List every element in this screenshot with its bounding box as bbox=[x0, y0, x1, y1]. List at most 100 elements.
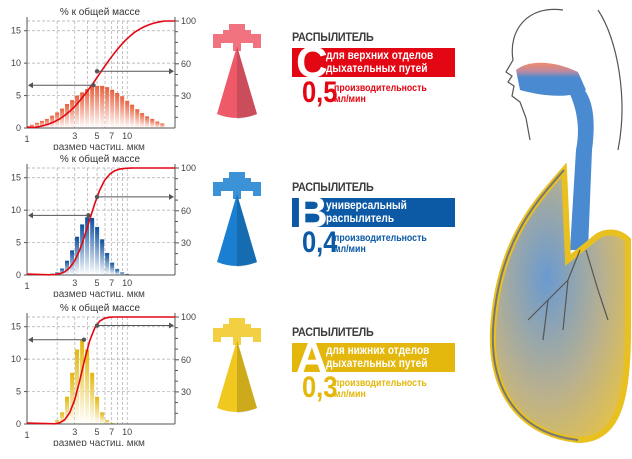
marker-point bbox=[94, 194, 100, 200]
nebulizer-info-c: РАСПЫЛИТЕЛЬ C для верхних отделов дыхател… bbox=[292, 30, 462, 110]
x-tick-label: 1 bbox=[24, 281, 29, 291]
description-line: дыхательных путей bbox=[326, 358, 428, 370]
x-axis-title: размер частиц, мкм bbox=[53, 142, 145, 150]
description-line: для верхних отделов bbox=[326, 50, 434, 62]
y2-tick-label: 30 bbox=[181, 387, 191, 397]
x-tick-label: 5 bbox=[95, 278, 100, 288]
bar bbox=[70, 100, 75, 128]
cumulative-curve bbox=[26, 316, 175, 425]
y-tick-label: 15 bbox=[11, 173, 21, 183]
nozzle-shade bbox=[237, 340, 257, 413]
y-tick-label: 0 bbox=[16, 123, 21, 133]
rate-value: 0,5 bbox=[302, 76, 338, 109]
y-tick-label: 0 bbox=[16, 419, 21, 429]
bar bbox=[95, 227, 100, 275]
bar bbox=[29, 124, 34, 128]
description-line: универсальный bbox=[326, 200, 407, 212]
nebulizer-info-b: РАСПЫЛИТЕЛЬ B универсальный распылитель 0… bbox=[292, 180, 462, 260]
bar bbox=[115, 92, 120, 128]
bar bbox=[95, 85, 100, 128]
bar bbox=[60, 268, 65, 275]
y2-tick-label: 60 bbox=[181, 206, 191, 216]
y-axis-title: % к общей массе bbox=[60, 302, 141, 314]
description-box: C для верхних отделов дыхательных путей bbox=[292, 41, 455, 85]
description-box: A для нижних отделов дыхательных путей bbox=[292, 336, 455, 380]
arrowhead bbox=[169, 322, 174, 329]
respiratory-tract-icon bbox=[489, 8, 631, 444]
bar bbox=[155, 121, 160, 128]
bar bbox=[85, 349, 90, 424]
x-tick-label: 10 bbox=[122, 278, 132, 288]
bar bbox=[150, 118, 155, 128]
y-axis-title: % к общей массе bbox=[60, 153, 141, 165]
nebulizer-heading: РАСПЫЛИТЕЛЬ bbox=[292, 325, 374, 339]
bar bbox=[85, 89, 90, 128]
bar bbox=[125, 100, 130, 128]
y-tick-label: 10 bbox=[11, 354, 21, 364]
x-tick-label: 10 bbox=[122, 427, 132, 437]
y2-tick-label: 100 bbox=[181, 16, 196, 26]
bar bbox=[140, 113, 145, 128]
rate-label-line: мл/мин bbox=[334, 389, 366, 400]
bar bbox=[95, 396, 100, 424]
description-line: распылитель bbox=[326, 213, 395, 225]
description-box: B универсальный распылитель bbox=[292, 191, 455, 235]
nozzle-shade bbox=[237, 194, 257, 267]
y-tick-label: 5 bbox=[16, 238, 21, 248]
rate-label-line: производительность bbox=[334, 233, 427, 244]
bar bbox=[100, 85, 105, 128]
x-tick-label: 1 bbox=[24, 134, 29, 144]
rate-value: 0,3 bbox=[302, 371, 338, 404]
nozzle-blue-icon bbox=[205, 172, 270, 272]
bar bbox=[120, 96, 125, 128]
nozzle-red-icon bbox=[205, 24, 270, 124]
bar bbox=[105, 252, 110, 275]
x-axis-title: размер частиц, мкм bbox=[53, 438, 145, 446]
bar bbox=[80, 339, 85, 424]
nozzle-cone bbox=[217, 46, 257, 118]
bar bbox=[90, 372, 95, 424]
bar bbox=[75, 349, 80, 424]
rate: 0,4 производительность мл/мин bbox=[292, 228, 462, 260]
bar bbox=[35, 122, 40, 128]
rate-label: производительность мл/мин bbox=[334, 378, 427, 400]
x-axis-title: размер частиц, мкм bbox=[53, 289, 145, 297]
y2-tick-label: 100 bbox=[181, 163, 196, 173]
bar bbox=[110, 89, 115, 128]
arrowhead bbox=[169, 193, 174, 200]
rate-label-line: мл/мин bbox=[334, 94, 366, 105]
rate-label: производительность мл/мин bbox=[334, 233, 427, 255]
nebulizer-heading: РАСПЫЛИТЕЛЬ bbox=[292, 30, 374, 44]
x-tick-label: 7 bbox=[109, 131, 114, 141]
description-line: дыхательных путей bbox=[326, 63, 428, 75]
nozzle-cap bbox=[213, 318, 261, 345]
bar bbox=[160, 123, 165, 128]
nebulizer-letter: C bbox=[296, 38, 328, 87]
y-tick-label: 0 bbox=[16, 270, 21, 280]
bar bbox=[60, 108, 65, 128]
y-tick-label: 5 bbox=[16, 387, 21, 397]
nozzle-shade bbox=[237, 46, 257, 119]
chart-upper: % к общей массе 0 5 10 15 30 60 100 1 3 5 7 10 размер… bbox=[0, 0, 200, 150]
nebulizer-letter: B bbox=[296, 188, 328, 237]
y-tick-label: 10 bbox=[11, 205, 21, 215]
y-tick-label: 5 bbox=[16, 91, 21, 101]
bar bbox=[44, 118, 49, 128]
bar bbox=[100, 239, 105, 275]
nozzle-cap bbox=[213, 172, 261, 199]
cumulative-curve bbox=[26, 20, 175, 129]
bar bbox=[70, 250, 75, 275]
nebulizer-heading: РАСПЫЛИТЕЛЬ bbox=[292, 180, 374, 194]
bar bbox=[85, 217, 90, 275]
bar bbox=[70, 372, 75, 424]
rate-label: производительность мл/мин bbox=[334, 83, 427, 105]
x-tick-label: 10 bbox=[122, 131, 132, 141]
y2-tick-label: 60 bbox=[181, 59, 191, 69]
rate-label-line: производительность bbox=[334, 378, 427, 389]
nebulizer-letter: A bbox=[296, 333, 328, 382]
bar bbox=[105, 420, 110, 424]
rate-label-line: производительность bbox=[334, 83, 427, 94]
